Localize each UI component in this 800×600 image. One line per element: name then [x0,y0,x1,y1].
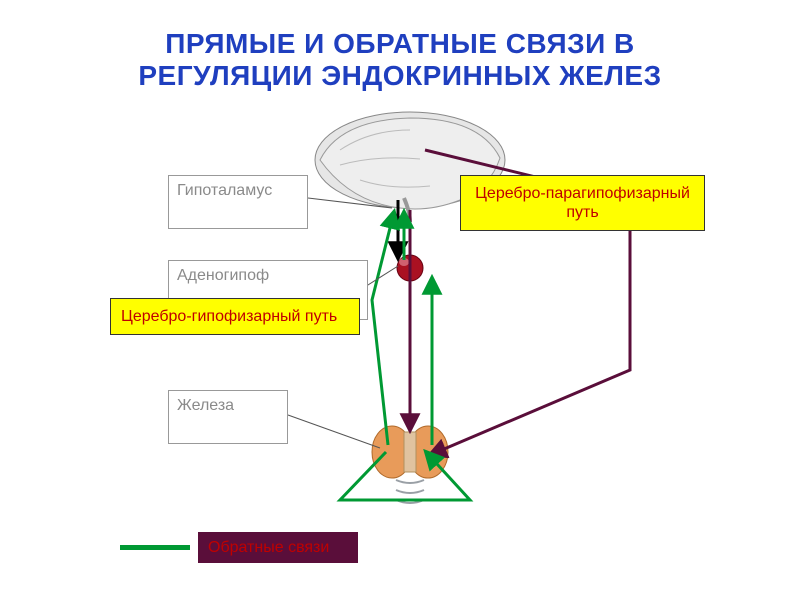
callout-cerebro-parahypophyseal-text: Церебро-парагипофизарный путь [475,185,690,221]
legend-feedback-label: Обратные связи [198,532,358,563]
label-gland-text: Железа [177,397,234,414]
diagram-title: ПРЯМЫЕ И ОБРАТНЫЕ СВЯЗИ В РЕГУЛЯЦИИ ЭНДО… [80,28,720,92]
label-hypothalamus-text: Гипоталамус [177,182,272,199]
label-hypothalamus: Гипоталамус [168,175,308,229]
callout-cerebro-hypophyseal: Церебро-гипофизарный путь [110,298,360,335]
label-gland: Железа [168,390,288,444]
callout-cerebro-parahypophyseal: Церебро-парагипофизарный путь [460,175,705,231]
feedback-green-arrows [340,212,470,500]
gland-icon [372,426,448,503]
diagram-canvas: { "title": "ПРЯМЫЕ И ОБРАТНЫЕ СВЯЗИ В РЕ… [0,0,800,600]
legend-feedback-label-text: Обратные связи [208,539,329,556]
label-adenohypophysis-text: Аденогипоф [177,267,269,284]
callout-cerebro-hypophyseal-text: Церебро-гипофизарный путь [121,308,337,325]
legend-feedback-line [120,545,190,550]
pituitary-icon [397,255,423,281]
